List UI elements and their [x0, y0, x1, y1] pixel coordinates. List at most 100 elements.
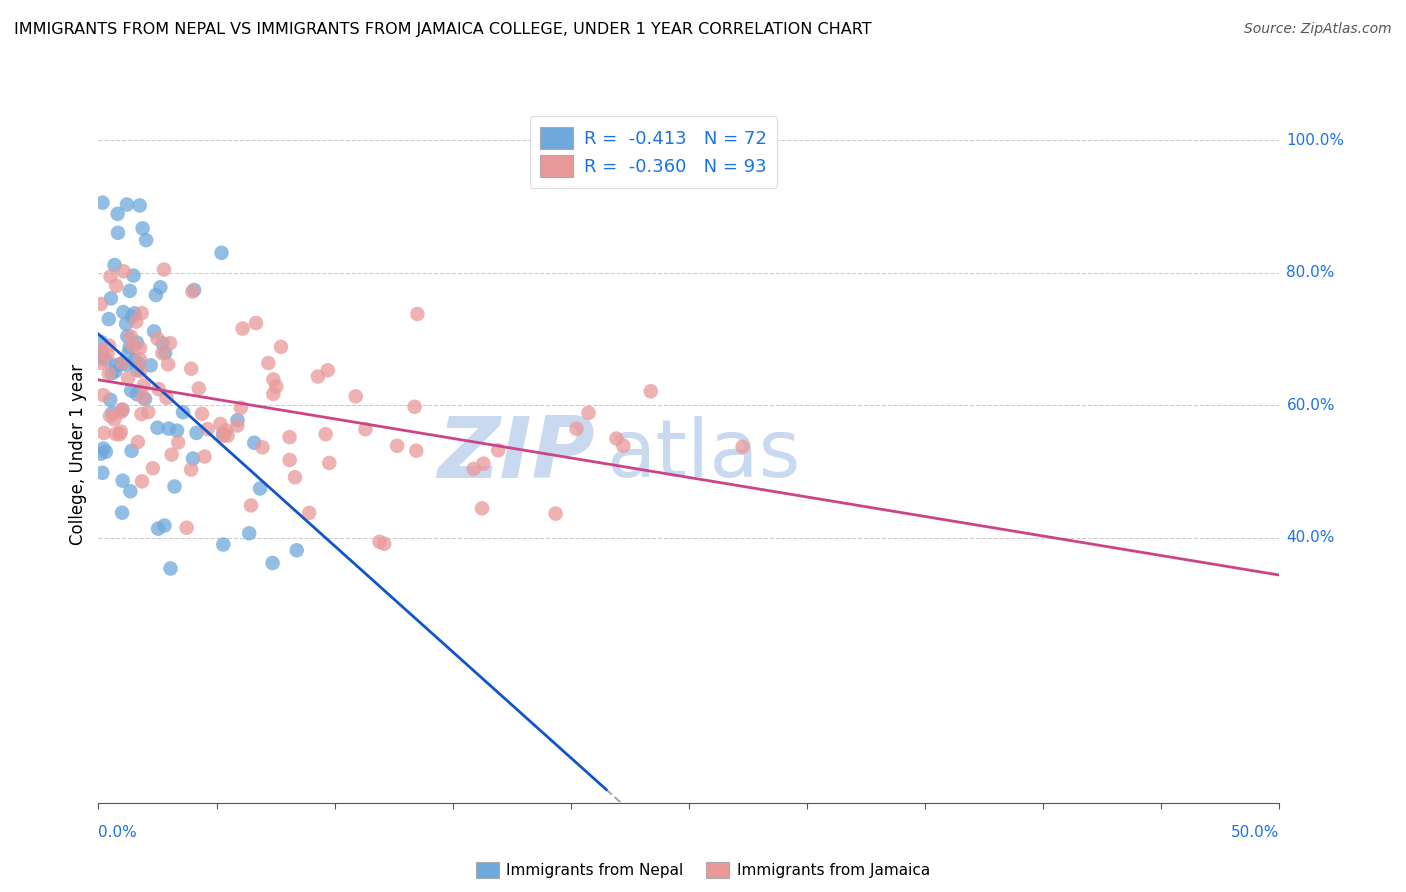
Point [101, 366, 124, 380]
Point [121, 443, 143, 458]
Point [111, 402, 134, 417]
Text: ZIP: ZIP [437, 413, 595, 497]
Point [94, 353, 117, 368]
Point [111, 356, 134, 370]
Point [157, 421, 180, 435]
Point [226, 418, 249, 433]
Point [128, 357, 150, 371]
Point [125, 387, 148, 401]
Text: 50.0%: 50.0% [1232, 825, 1279, 840]
Point [172, 405, 194, 419]
Point [142, 461, 165, 475]
Point [108, 427, 131, 442]
Point [117, 371, 139, 385]
Point [131, 306, 153, 320]
Point [90, 351, 112, 366]
Point [373, 537, 395, 551]
Legend: R =  -0.413   N = 72, R =  -0.360   N = 93: R = -0.413 N = 72, R = -0.360 N = 93 [530, 116, 778, 188]
Point [111, 403, 134, 417]
Point [122, 339, 145, 353]
Point [186, 425, 208, 440]
Point [117, 346, 139, 360]
Point [159, 561, 181, 575]
Point [385, 439, 408, 453]
Point [111, 506, 134, 520]
Point [131, 407, 153, 421]
Point [486, 443, 509, 458]
Point [98, 339, 121, 353]
Point [120, 384, 142, 398]
Point [127, 435, 149, 450]
Point [93, 442, 115, 456]
Point [98, 409, 121, 423]
Point [176, 521, 198, 535]
Point [129, 364, 152, 378]
Point [94, 444, 117, 458]
Point [463, 462, 485, 476]
Text: 100.0%: 100.0% [1286, 133, 1344, 148]
Point [129, 341, 152, 355]
Point [146, 332, 169, 346]
Point [118, 340, 141, 354]
Point [112, 264, 135, 278]
Point [125, 315, 148, 329]
Point [104, 427, 127, 442]
Point [640, 384, 662, 399]
Point [136, 405, 159, 419]
Point [167, 435, 190, 450]
Point [211, 245, 233, 260]
Point [104, 258, 127, 272]
Point [605, 432, 627, 446]
Y-axis label: College, Under 1 year: College, Under 1 year [69, 364, 87, 546]
Point [160, 448, 183, 462]
Point [111, 474, 134, 488]
Point [143, 325, 166, 339]
Point [124, 353, 146, 368]
Point [146, 522, 169, 536]
Point [115, 317, 138, 331]
Point [404, 400, 426, 414]
Point [132, 391, 155, 405]
Point [157, 357, 180, 371]
Point [257, 356, 280, 370]
Text: 80.0%: 80.0% [1286, 265, 1334, 280]
Point [180, 361, 202, 376]
Point [153, 262, 176, 277]
Point [181, 285, 204, 299]
Point [112, 305, 135, 319]
Point [232, 321, 254, 335]
Point [344, 389, 367, 403]
Text: 0.0%: 0.0% [98, 825, 138, 840]
Text: atlas: atlas [606, 416, 800, 494]
Point [90, 335, 112, 350]
Point [197, 422, 219, 436]
Point [307, 369, 329, 384]
Point [104, 364, 127, 378]
Point [101, 406, 124, 420]
Point [212, 428, 235, 442]
Point [159, 336, 181, 351]
Point [134, 392, 156, 406]
Point [117, 329, 139, 343]
Point [97, 347, 120, 361]
Point [146, 420, 169, 434]
Point [145, 288, 167, 302]
Point [472, 457, 495, 471]
Point [406, 307, 429, 321]
Point [249, 482, 271, 496]
Point [118, 284, 141, 298]
Point [278, 430, 301, 444]
Point [316, 363, 339, 377]
Point [90, 297, 112, 311]
Point [110, 405, 132, 419]
Point [100, 292, 122, 306]
Point [266, 379, 288, 393]
Text: 40.0%: 40.0% [1286, 530, 1334, 545]
Point [191, 407, 214, 421]
Point [121, 310, 143, 324]
Point [90, 343, 112, 358]
Point [149, 280, 172, 294]
Point [91, 195, 114, 210]
Point [252, 441, 274, 455]
Point [565, 422, 588, 436]
